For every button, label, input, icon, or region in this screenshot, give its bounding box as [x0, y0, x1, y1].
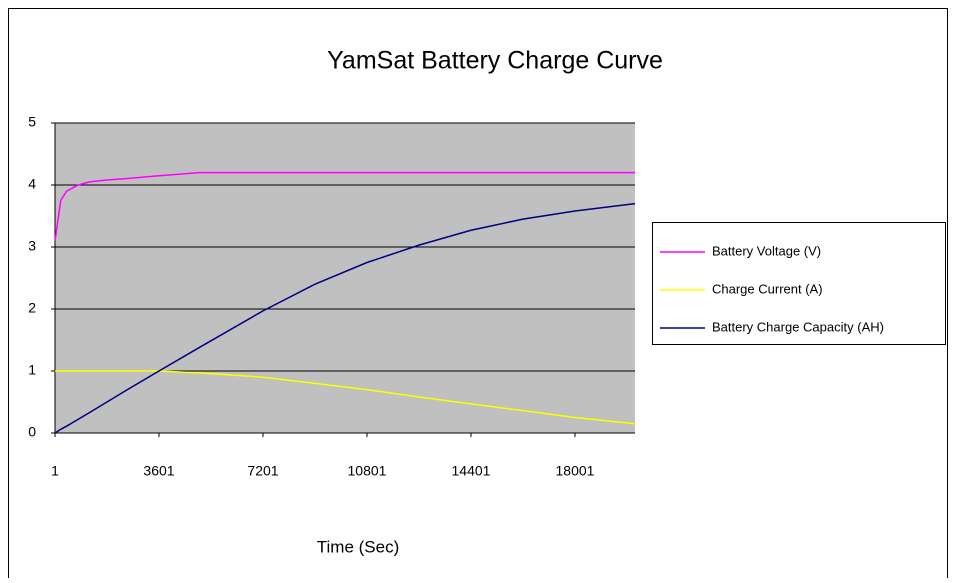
chart-title: YamSat Battery Charge Curve: [327, 47, 663, 75]
x-tick-label: 14401: [452, 463, 491, 479]
y-tick-label: 5: [28, 114, 36, 130]
legend-label: Charge Current (A): [712, 281, 823, 296]
y-tick-label: 1: [28, 362, 36, 378]
series-line: [55, 370, 636, 425]
y-tick-label: 3: [28, 238, 36, 254]
x-axis-label: Time (Sec): [317, 537, 400, 556]
y-tick-label: 2: [28, 300, 36, 316]
series-line: [54, 171, 635, 241]
x-tick-label: 18001: [556, 463, 595, 479]
legend-label: Battery Voltage (V): [712, 243, 821, 258]
x-tick-label: 10801: [348, 463, 387, 479]
legend: [652, 222, 946, 345]
x-tick-label: 3601: [143, 463, 174, 479]
x-tick-label: 7201: [247, 463, 278, 479]
x-tick-label: 1: [51, 463, 59, 479]
y-tick-label: 4: [28, 176, 36, 192]
plot-area: [55, 123, 635, 433]
legend-label: Battery Charge Capacity (AH): [712, 319, 884, 334]
series-line: [54, 202, 636, 434]
y-tick-label: 0: [28, 424, 36, 440]
